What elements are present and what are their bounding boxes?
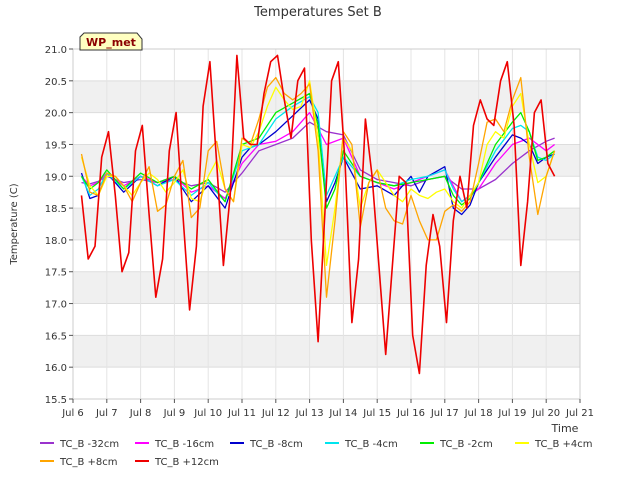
series-line-tc-b-4cm	[80, 80, 556, 267]
legend-item: TC_B -8cm	[230, 439, 303, 450]
legend-item: TC_B +12cm	[135, 457, 219, 468]
y-tick-label: 20.5	[45, 77, 67, 88]
legend-label: TC_B -4cm	[344, 439, 398, 450]
legend-label: TC_B -2cm	[439, 439, 493, 450]
x-tick-label: Jul 17	[430, 408, 459, 419]
x-tick-label: Jul 18	[464, 408, 493, 419]
legend-item: TC_B -4cm	[325, 439, 398, 450]
legend-label: TC_B +12cm	[154, 457, 219, 468]
x-tick-label: Jul 15	[362, 408, 391, 419]
x-tick-label: Jul 7	[95, 408, 118, 419]
legend-item: TC_B -16cm	[135, 439, 214, 450]
plot-frame	[72, 48, 581, 400]
x-tick-label: Jul 6	[61, 408, 84, 419]
y-tick-label: 20.0	[45, 109, 67, 120]
y-axis-label: Temperature (C)	[9, 183, 20, 265]
legend-item: TC_B -2cm	[420, 439, 493, 450]
y-tick-label: 19.5	[45, 140, 67, 151]
badge-label: WP_met	[86, 36, 136, 49]
legend-label: TC_B -16cm	[154, 439, 214, 450]
legend-label: TC_B +4cm	[534, 439, 593, 450]
x-tick-label: Jul 20	[531, 408, 560, 419]
x-tick-label: Jul 8	[129, 408, 152, 419]
background-band	[73, 208, 580, 240]
y-tick-label: 15.5	[45, 395, 67, 406]
legend-label: TC_B +8cm	[59, 457, 118, 468]
y-tick-label: 19.0	[45, 172, 67, 183]
y-tick-label: 16.0	[45, 363, 67, 374]
x-tick-label: Jul 19	[497, 408, 526, 419]
x-tick-label: Jul 13	[295, 408, 324, 419]
series-line-tc-b-8cm	[80, 99, 555, 216]
x-tick-label: Jul 11	[227, 408, 256, 419]
legend-item: TC_B +4cm	[515, 439, 593, 450]
series-line-tc-b-4cm	[80, 96, 555, 203]
badge-box	[79, 32, 143, 51]
y-tick-label: 16.5	[45, 331, 67, 342]
y-axis-ticks: 15.5 16.0 16.5 17.0 17.5 18.0 18.5 19.0 19.5 20.0…	[45, 45, 73, 406]
legend-label: TC_B -32cm	[59, 439, 119, 450]
series-layer	[80, 54, 556, 375]
legend-item: TC_B +8cm	[40, 457, 118, 468]
x-axis-ticks: Jul 6 Jul 7 Jul 8 Jul 9 Jul 10 Jul 11 Jul 12 Ju…	[61, 399, 594, 419]
background-band	[73, 335, 580, 368]
legend-item: TC_B -32cm	[40, 439, 119, 450]
x-axis-label: Time	[551, 422, 579, 435]
background-band	[73, 80, 580, 113]
series-line-tc-b-2cm	[80, 92, 555, 209]
x-tick-label: Jul 14	[328, 408, 357, 419]
y-tick-label: 17.5	[45, 268, 67, 279]
legend-label: TC_B -8cm	[249, 439, 303, 450]
y-tick-label: 17.0	[45, 300, 67, 311]
chart-title: Temperatures Set B	[253, 5, 382, 20]
y-tick-label: 21.0	[45, 45, 67, 56]
y-tick-label: 18.0	[45, 236, 67, 247]
x-tick-label: Jul 10	[193, 408, 222, 419]
legend: TC_B -32cm TC_B -16cm TC_B -8cm TC_B -4cm TC…	[40, 439, 593, 468]
x-tick-label: Jul 16	[396, 408, 425, 419]
station-badge: WP_met	[79, 32, 143, 51]
x-tick-label: Jul 12	[261, 408, 290, 419]
x-tick-label: Jul 21	[565, 408, 594, 419]
series-line-tc-b-12cm	[80, 54, 556, 375]
y-tick-label: 18.5	[45, 204, 67, 215]
series-line-tc-b-8cm	[80, 76, 556, 298]
x-tick-label: Jul 9	[163, 408, 186, 419]
